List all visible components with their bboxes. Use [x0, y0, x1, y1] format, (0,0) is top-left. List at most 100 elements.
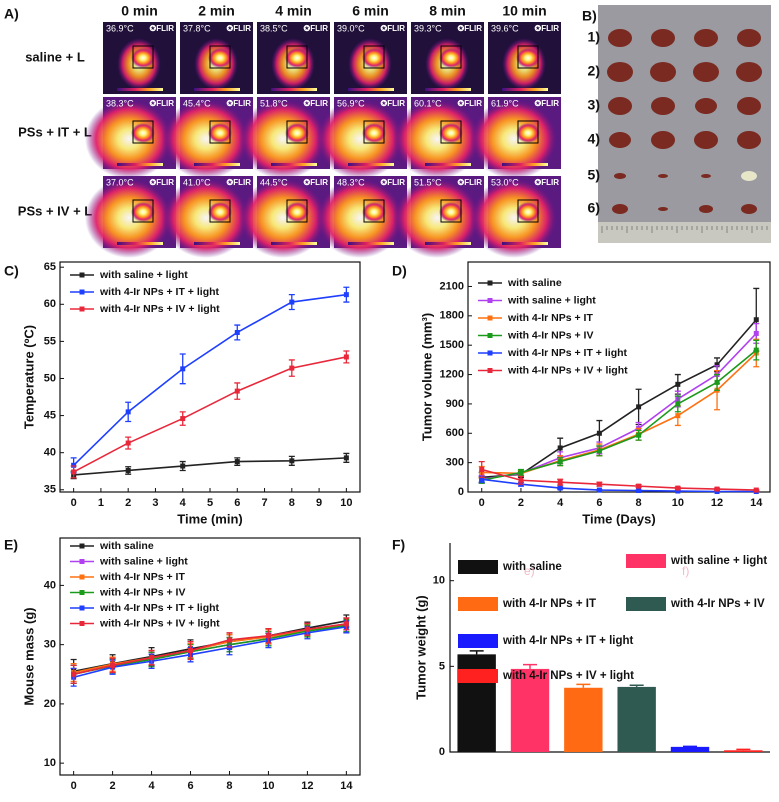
- roi-box: [440, 120, 462, 144]
- heat-spot: [131, 48, 155, 68]
- roi-box: [517, 199, 539, 223]
- color-scale: [117, 242, 163, 245]
- column-header: 0 min: [121, 3, 158, 19]
- y-axis-label: Temperature (ºC): [21, 325, 36, 429]
- temp-reading: 45.4°C: [183, 98, 211, 108]
- data-point: [557, 459, 563, 465]
- camera-logo: ✪FLIR: [303, 178, 329, 187]
- tumor: [699, 205, 713, 213]
- data-point: [518, 477, 524, 483]
- tumor: [612, 204, 628, 214]
- heat-body: [239, 178, 327, 258]
- data-point: [234, 329, 240, 335]
- heat-spot: [516, 48, 540, 68]
- camera-logo: ✪FLIR: [534, 178, 560, 187]
- x-tick-label: 9: [316, 497, 322, 509]
- tumor: [651, 29, 675, 47]
- x-tick-label: 0: [71, 497, 77, 509]
- camera-logo: ✪FLIR: [380, 99, 406, 108]
- x-tick-label: 4: [148, 780, 155, 792]
- data-point: [110, 662, 116, 668]
- row-label: 4): [588, 131, 600, 147]
- data-point: [675, 401, 681, 407]
- data-point: [343, 455, 349, 461]
- y-tick-label: 20: [44, 698, 56, 710]
- tumor: [737, 97, 761, 115]
- legend-label: with saline: [99, 540, 154, 552]
- x-tick-label: 0: [479, 497, 485, 509]
- x-tick-label: 12: [711, 497, 723, 509]
- legend-marker: [79, 272, 85, 278]
- legend-label: with 4-Ir NPs + IV: [507, 329, 593, 341]
- y-tick-label: 2100: [440, 280, 464, 292]
- data-point: [343, 621, 349, 627]
- x-tick-label: 14: [340, 780, 353, 792]
- bar: [457, 654, 496, 752]
- heat-spot: [362, 123, 386, 143]
- data-point: [714, 486, 720, 492]
- row-label: 2): [588, 63, 600, 79]
- x-axis-label: Time (min): [177, 511, 243, 526]
- series-line: [481, 478, 757, 493]
- y-tick-label: 45: [44, 409, 56, 421]
- temp-reading: 38.5°C: [260, 23, 288, 33]
- temp-reading: 39.0°C: [337, 23, 365, 33]
- heat-spot: [516, 202, 540, 222]
- y-tick-label: 900: [446, 398, 464, 410]
- data-point: [596, 448, 602, 454]
- color-scale: [271, 88, 317, 91]
- color-scale: [348, 163, 394, 166]
- heat-body: [316, 178, 404, 258]
- tumor: [651, 131, 675, 149]
- legend-label: with 4-Ir NPs + IV + light: [99, 303, 220, 315]
- legend-label: with 4-Ir NPs + IV + light: [502, 670, 634, 682]
- color-scale: [194, 163, 240, 166]
- color-scale: [425, 88, 471, 91]
- heat-body: [470, 99, 558, 179]
- temp-reading: 39.6°C: [491, 23, 519, 33]
- data-point: [596, 430, 602, 436]
- x-tick-label: 8: [636, 497, 642, 509]
- x-tick-label: 6: [596, 497, 602, 509]
- data-point: [71, 462, 77, 468]
- x-tick-label: 6: [187, 780, 193, 792]
- data-point: [265, 633, 271, 639]
- roi-box: [440, 45, 462, 69]
- tumor: [693, 62, 719, 82]
- x-tick-label: 2: [110, 780, 116, 792]
- x-tick-label: 3: [152, 497, 158, 509]
- legend-swatch: [626, 597, 666, 611]
- legend-label: with 4-Ir NPs + IV + light: [99, 617, 220, 629]
- data-point: [180, 416, 186, 422]
- heat-spot: [208, 48, 232, 68]
- roi-box: [286, 45, 308, 69]
- legend-label: with 4-Ir NPs + IT: [507, 312, 593, 324]
- roi-box: [286, 120, 308, 144]
- error-bar: [576, 683, 591, 688]
- data-point: [289, 299, 295, 305]
- legend-label: with saline + light: [99, 555, 188, 567]
- color-scale: [194, 88, 240, 91]
- annotation: e): [524, 564, 535, 578]
- photo-ruler: [598, 222, 771, 243]
- error-bar: [469, 650, 484, 655]
- tumor: [694, 131, 718, 149]
- legend-label: with saline + light: [99, 269, 188, 281]
- color-scale: [117, 163, 163, 166]
- heat-spot: [285, 202, 309, 222]
- legend-marker: [487, 368, 493, 373]
- panel-label: B): [582, 8, 597, 24]
- roi-box: [132, 45, 154, 69]
- data-point: [557, 445, 563, 451]
- heat-body: [316, 99, 404, 179]
- x-tick-label: 10: [672, 497, 684, 509]
- series-line: [73, 623, 347, 676]
- roi-box: [132, 120, 154, 144]
- heat-spot: [208, 123, 232, 143]
- camera-logo: ✪FLIR: [534, 99, 560, 108]
- heat-spot: [131, 202, 155, 222]
- data-point: [636, 404, 642, 410]
- tumor: [614, 173, 626, 179]
- row-label: PSs + IT + L: [18, 124, 92, 139]
